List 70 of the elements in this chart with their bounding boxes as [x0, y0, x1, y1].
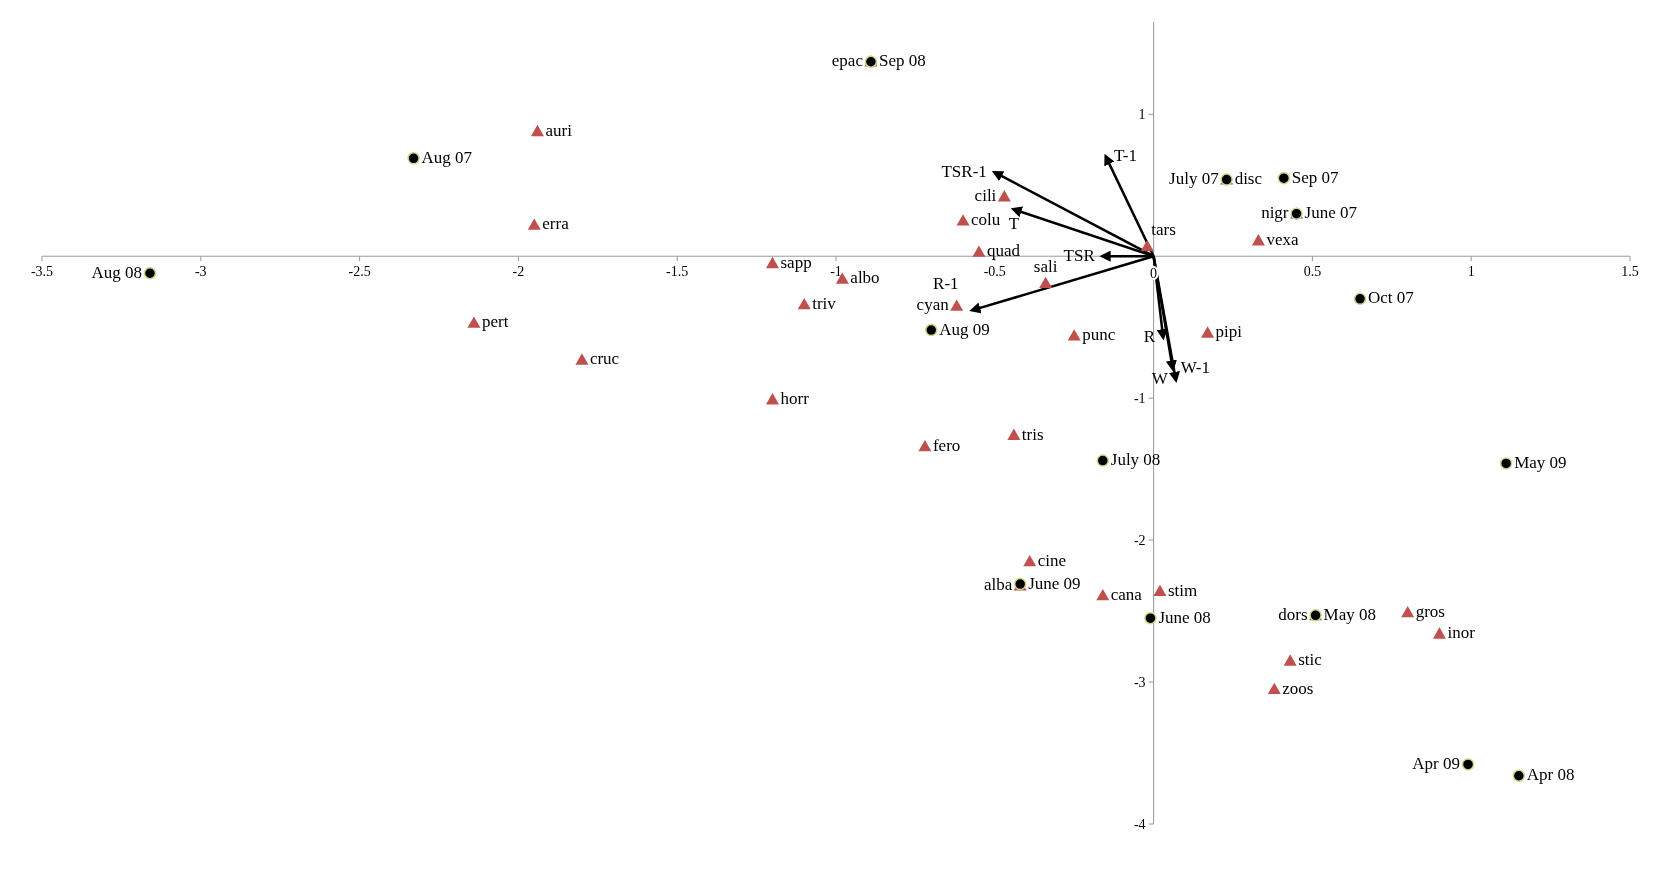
annotation: albo	[850, 268, 880, 288]
x-tick-label: 1	[1467, 264, 1475, 280]
x-tick-label: -1	[830, 264, 842, 280]
annotation: cana	[1110, 584, 1143, 604]
annotation: Sep 07	[1291, 167, 1340, 187]
annotation: stic	[1298, 650, 1323, 670]
annotation: July 07	[1169, 169, 1220, 189]
series-label: R-1	[933, 274, 959, 294]
x-tick-label: 0	[1150, 266, 1158, 282]
x-tick-label: -2.5	[348, 264, 371, 280]
annotation: cili	[974, 186, 997, 206]
annotation: fero	[932, 435, 961, 455]
annotation: May 08	[1323, 604, 1376, 624]
annotation: horr	[780, 389, 810, 409]
series-label: T	[1008, 214, 1020, 234]
annotation: inor	[1447, 623, 1476, 643]
annotation: Apr 09	[1412, 753, 1461, 773]
annotation: July 08	[1110, 450, 1161, 470]
annotation: punc	[1082, 325, 1116, 345]
series-label: W-1	[1180, 357, 1210, 377]
annotation: auri	[545, 120, 573, 140]
series-label: TSR	[1063, 245, 1096, 265]
annotation: Aug 09	[939, 319, 990, 339]
annotation: June 09	[1028, 573, 1081, 593]
y-tick-label: -1	[1133, 391, 1146, 407]
series-label: R	[1143, 326, 1156, 346]
annotation: dors	[1278, 604, 1308, 624]
x-tick-label: 0.5	[1303, 264, 1322, 280]
annotation: June 07	[1304, 203, 1358, 223]
annotation: Aug 07	[421, 147, 473, 167]
annotation: erra	[542, 214, 570, 234]
annotation: vexa	[1266, 230, 1299, 250]
annotation: triv	[812, 293, 837, 313]
x-tick-label: -1.5	[666, 264, 689, 280]
annotation: disc	[1234, 169, 1263, 189]
annotation: May 09	[1514, 452, 1567, 472]
annotation: Aug 08	[91, 262, 142, 282]
annotation: epac	[831, 51, 864, 71]
annotation: nigr	[1261, 203, 1289, 223]
series-label: TSR-1	[941, 161, 987, 181]
annotation: tris	[1021, 424, 1044, 444]
series-label: T-1	[1113, 146, 1137, 166]
annotation: pipi	[1215, 322, 1243, 342]
annotation: tars	[1151, 220, 1176, 240]
annotation: pert	[481, 312, 509, 332]
annotation: June 08	[1158, 607, 1211, 627]
annotation: sapp	[780, 252, 812, 272]
y-tick-label: 1	[1138, 107, 1146, 123]
x-tick-label: -2	[512, 264, 525, 280]
annotation: Oct 07	[1368, 288, 1415, 308]
annotation: alba	[983, 575, 1013, 595]
y-tick-label: -4	[1133, 817, 1146, 832]
annotation: colu	[971, 210, 1001, 230]
annotation: Apr 08	[1526, 765, 1575, 785]
annotation: Sep 08	[878, 51, 926, 71]
annotation: quad	[986, 241, 1021, 261]
y-tick-label: -2	[1133, 533, 1146, 549]
y-tick-label: -3	[1133, 675, 1146, 691]
x-tick-label: 1.5	[1621, 264, 1639, 280]
x-tick-label: -0.5	[983, 264, 1006, 280]
annotation: zoos	[1282, 678, 1314, 698]
annotation: sali	[1033, 257, 1058, 277]
series-label: W	[1151, 369, 1169, 389]
annotation: cyan	[916, 295, 950, 315]
x-tick-label: -3.5	[30, 264, 54, 280]
annotation: cine	[1037, 550, 1067, 570]
x-tick-label: -3	[194, 264, 207, 280]
annotation: stim	[1167, 580, 1198, 600]
annotation: cruc	[589, 349, 620, 369]
annotation: gros	[1415, 602, 1445, 621]
